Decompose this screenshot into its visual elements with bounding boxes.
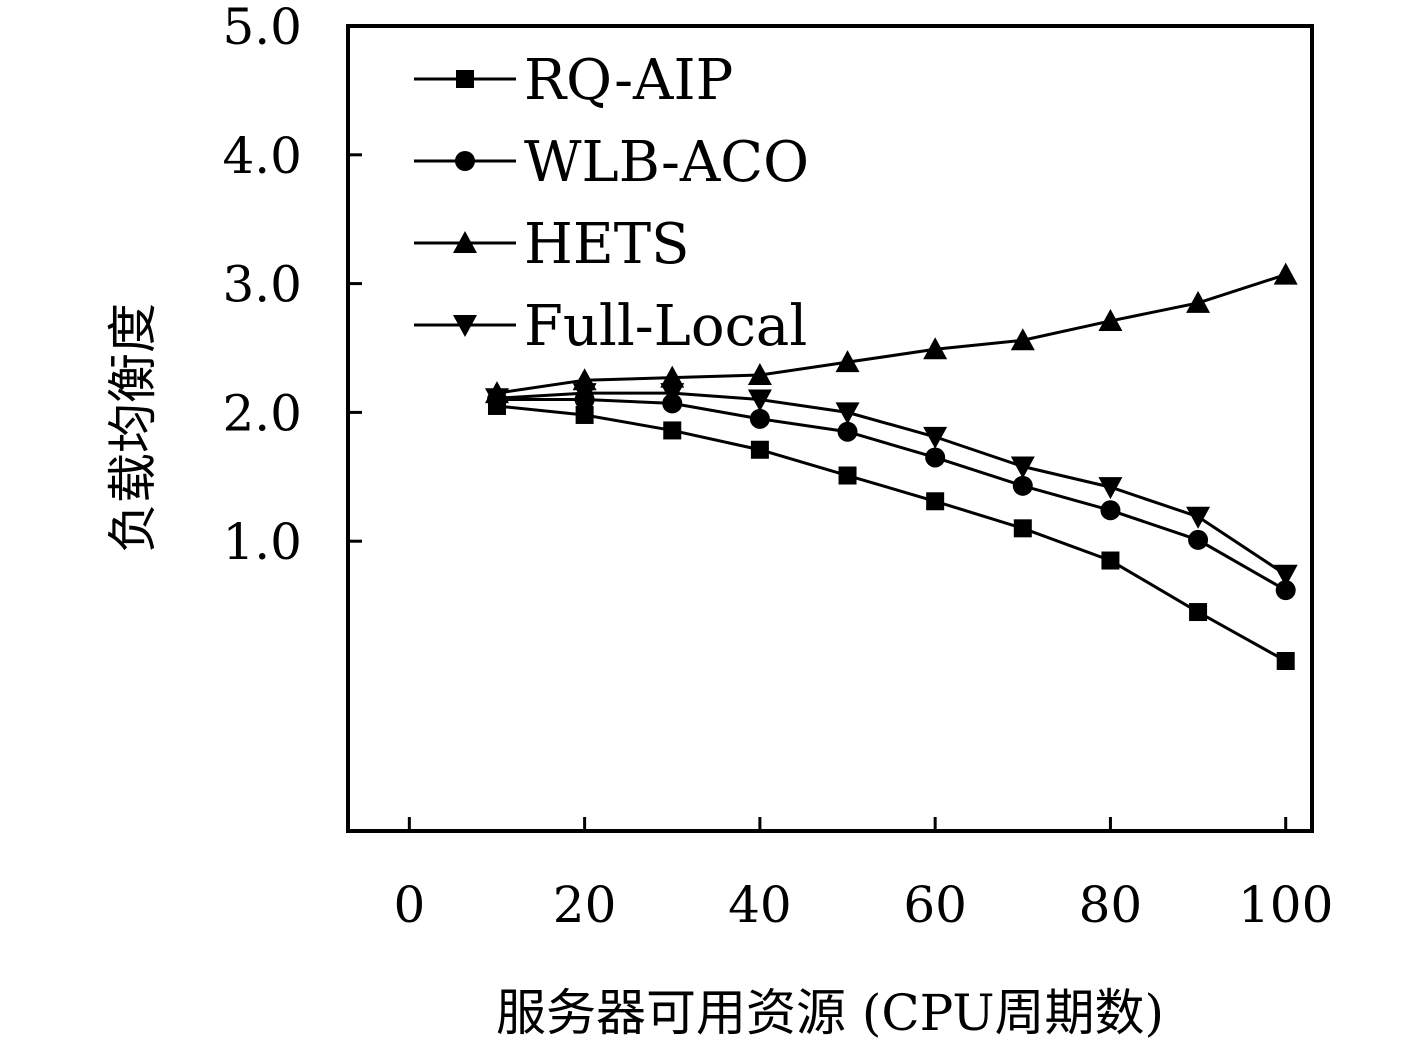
data-point-wlb-aco [749,408,770,429]
data-point-hets [835,350,860,373]
legend-label: RQ-AIP [524,48,733,113]
y-tick-label: 5.0 [222,0,302,56]
data-point-rq-aip [1276,651,1295,670]
series-line-rq-aip [496,404,1287,663]
legend-label: HETS [524,212,689,277]
data-point-rq-aip [750,440,769,459]
x-tick-label: 80 [1079,876,1143,934]
y-axis-ticks: 1.0 2.0 3.0 4.0 5.0 [222,0,362,571]
series-line-full-local [496,391,1287,576]
x-axis-title: 服务器可用资源 (CPU周期数) [496,984,1164,1042]
data-point-rq-aip [1189,603,1208,622]
data-point-hets [1010,328,1035,351]
data-point-full-local [572,383,597,406]
data-point-rq-aip [1013,519,1032,538]
data-point-hets [923,337,948,360]
data-point-full-local [835,402,860,425]
x-tick-label: 0 [393,876,425,934]
x-tick-label: 60 [903,876,967,934]
data-point-wlb-aco [837,421,858,442]
series-line-wlb-aco [496,398,1287,592]
series-line-hets [496,273,1287,395]
data-point-wlb-aco [1275,580,1296,601]
y-tick-label: 4.0 [222,127,302,185]
data-point-hets [1098,308,1123,331]
data-point-full-local [1186,506,1211,529]
y-tick-label: 1.0 [222,513,302,571]
y-tick-label: 3.0 [222,256,302,314]
data-point-full-local [484,388,509,411]
y-axis-title: 负载均衡度 [104,303,162,553]
series-full-local [484,383,1298,587]
data-point-rq-aip [838,466,857,485]
data-point-hets [660,365,685,388]
data-point-full-local [747,389,772,412]
data-point-hets [1273,262,1298,285]
series-layer [484,262,1298,670]
legend-item-rq-aip: RQ-AIP [414,48,733,113]
legend-label: Full-Local [524,294,807,359]
data-point-hets [1186,290,1211,313]
data-point-full-local [1010,456,1035,479]
data-point-hets [747,363,772,386]
data-point-rq-aip [575,405,594,424]
legend-marker [456,70,474,88]
series-wlb-aco [486,389,1296,601]
data-point-wlb-aco [1012,475,1033,496]
data-point-rq-aip [926,492,945,511]
data-point-wlb-aco [1188,529,1209,550]
data-point-wlb-aco [925,447,946,468]
x-tick-label: 40 [728,876,792,934]
legend-item-full-local: Full-Local [414,294,807,359]
legend-marker [453,315,477,337]
data-point-wlb-aco [1100,500,1121,521]
data-point-full-local [1273,564,1298,587]
legend: RQ-AIP WLB-ACO HETS Full-Local [414,48,809,359]
data-point-full-local [660,383,685,406]
data-point-full-local [923,426,948,449]
series-rq-aip [487,396,1295,670]
legend-marker [455,151,475,171]
legend-label: WLB-ACO [524,130,809,195]
x-tick-label: 100 [1238,876,1333,934]
legend-item-hets: HETS [414,212,689,277]
legend-item-wlb-aco: WLB-ACO [414,130,809,195]
data-point-rq-aip [1101,551,1120,570]
data-point-full-local [1098,477,1123,500]
legend-marker [453,231,477,253]
x-tick-label: 20 [553,876,617,934]
plot-frame [346,24,1314,833]
data-point-rq-aip [663,421,682,440]
y-tick-label: 2.0 [222,384,302,442]
x-axis-ticks: 0 20 40 60 80 100 [393,817,1333,934]
